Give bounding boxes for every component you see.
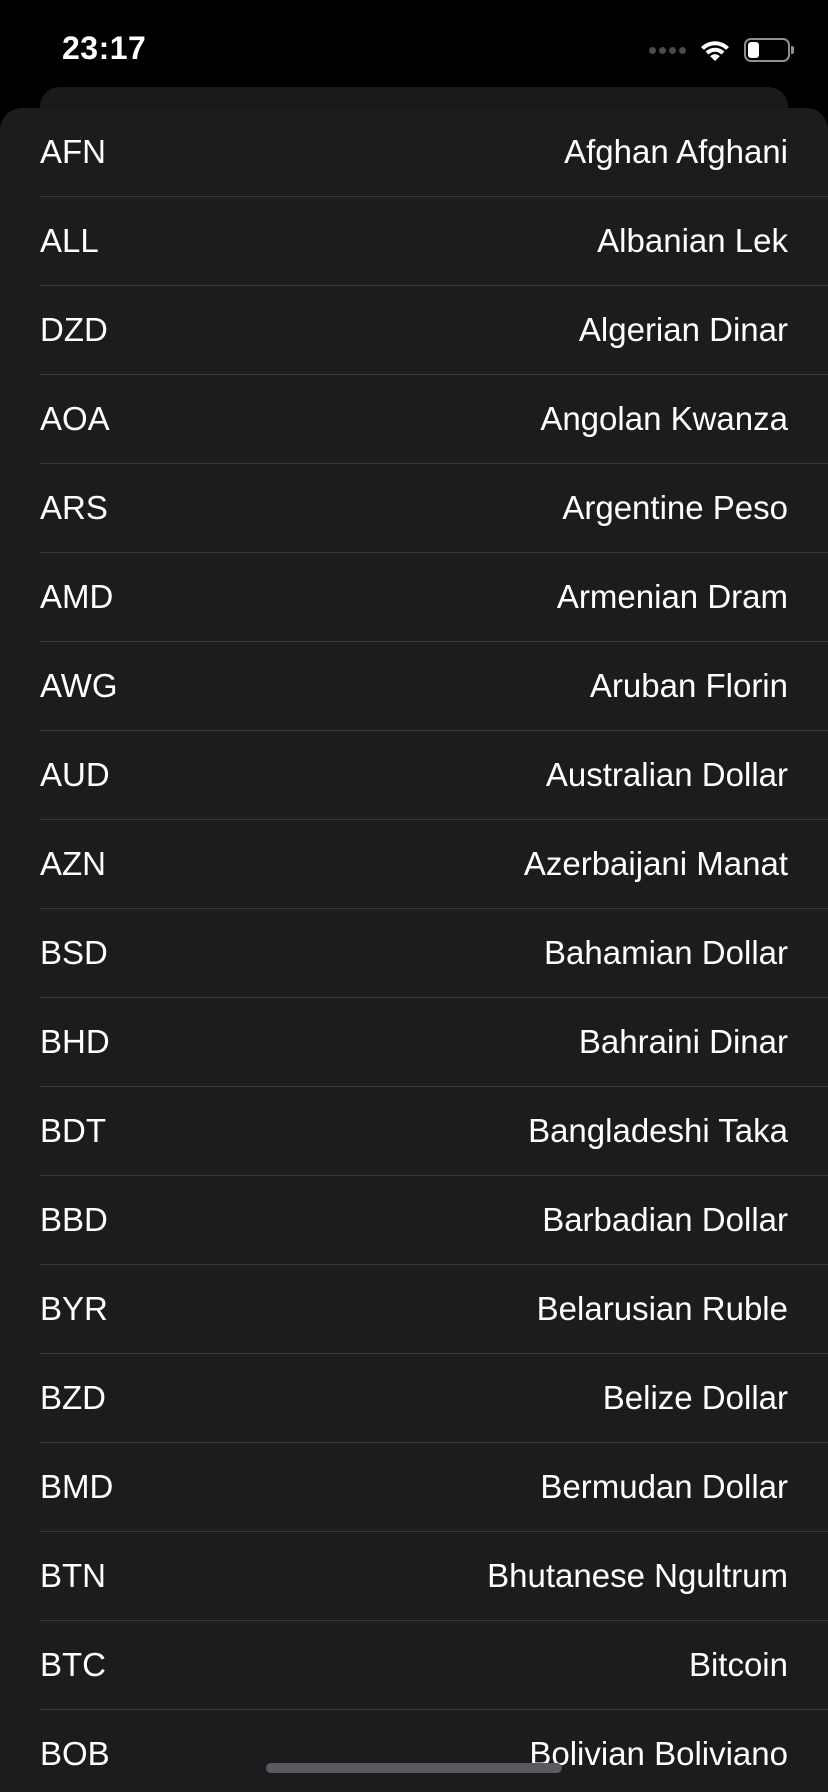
currency-row-awg[interactable]: AWG Aruban Florin bbox=[40, 642, 828, 731]
currency-code: AWG bbox=[40, 667, 118, 704]
currency-row-dzd[interactable]: DZD Algerian Dinar bbox=[40, 286, 828, 375]
currency-code: BHD bbox=[40, 1023, 110, 1060]
currency-name: Bangladeshi Taka bbox=[528, 1112, 788, 1149]
currency-row-bhd[interactable]: BHD Bahraini Dinar bbox=[40, 998, 828, 1087]
currency-row-azn[interactable]: AZN Azerbaijani Manat bbox=[40, 820, 828, 909]
currency-row-bmd[interactable]: BMD Bermudan Dollar bbox=[40, 1443, 828, 1532]
currency-row-bbd[interactable]: BBD Barbadian Dollar bbox=[40, 1176, 828, 1265]
currency-code: BBD bbox=[40, 1201, 108, 1238]
currency-name: Afghan Afghani bbox=[564, 133, 788, 170]
currency-name: Angolan Kwanza bbox=[540, 400, 788, 437]
currency-code: AUD bbox=[40, 756, 110, 793]
status-time: 23:17 bbox=[62, 30, 147, 66]
currency-name: Australian Dollar bbox=[545, 756, 788, 793]
currency-name: Bhutanese Ngultrum bbox=[487, 1557, 788, 1594]
currency-row-aud[interactable]: AUD Australian Dollar bbox=[40, 731, 828, 820]
status-bar: 23:17 bbox=[0, 0, 828, 100]
currency-name: Armenian Dram bbox=[556, 578, 788, 615]
currency-name: Albanian Lek bbox=[597, 222, 788, 259]
currency-name: Azerbaijani Manat bbox=[523, 845, 788, 882]
currency-code: BOB bbox=[40, 1735, 110, 1772]
currency-code: DZD bbox=[40, 311, 108, 348]
currency-name: Bahamian Dollar bbox=[544, 934, 788, 971]
currency-sheet: AFN Afghan Afghani ALL Albanian Lek DZD Alger… bbox=[0, 108, 828, 1792]
currency-code: BSD bbox=[40, 934, 108, 971]
status-icons bbox=[649, 34, 794, 66]
currency-code: BTC bbox=[40, 1646, 106, 1683]
currency-code: AOA bbox=[40, 400, 110, 437]
currency-name: Argentine Peso bbox=[562, 489, 788, 526]
currency-name: Belarusian Ruble bbox=[536, 1290, 788, 1327]
currency-name: Bitcoin bbox=[688, 1646, 788, 1683]
currency-name: Barbadian Dollar bbox=[542, 1201, 788, 1238]
currency-row-amd[interactable]: AMD Armenian Dram bbox=[40, 553, 828, 642]
currency-name: Bahraini Dinar bbox=[578, 1023, 788, 1060]
currency-row-bzd[interactable]: BZD Belize Dollar bbox=[40, 1354, 828, 1443]
currency-row-afn[interactable]: AFN Afghan Afghani bbox=[40, 108, 828, 197]
currency-name: Aruban Florin bbox=[589, 667, 788, 704]
currency-row-bob[interactable]: BOB Bolivian Boliviano bbox=[40, 1710, 828, 1792]
currency-row-all[interactable]: ALL Albanian Lek bbox=[40, 197, 828, 286]
cellular-signal-icon bbox=[649, 46, 686, 54]
currency-code: BMD bbox=[40, 1468, 114, 1505]
currency-code: BTN bbox=[40, 1557, 106, 1594]
currency-name: Bermudan Dollar bbox=[540, 1468, 788, 1505]
currency-row-aoa[interactable]: AOA Angolan Kwanza bbox=[40, 375, 828, 464]
currency-row-btn[interactable]: BTN Bhutanese Ngultrum bbox=[40, 1532, 828, 1621]
currency-code: AMD bbox=[40, 578, 114, 615]
currency-row-ars[interactable]: ARS Argentine Peso bbox=[40, 464, 828, 553]
currency-row-btc[interactable]: BTC Bitcoin bbox=[40, 1621, 828, 1710]
battery-level bbox=[748, 42, 759, 58]
currency-code: AZN bbox=[40, 845, 106, 882]
currency-code: ARS bbox=[40, 489, 108, 526]
currency-row-byr[interactable]: BYR Belarusian Ruble bbox=[40, 1265, 828, 1354]
currency-name: Belize Dollar bbox=[602, 1379, 788, 1416]
currency-code: AFN bbox=[40, 133, 106, 170]
battery-icon bbox=[744, 38, 794, 62]
home-indicator[interactable] bbox=[266, 1763, 562, 1773]
currency-code: BDT bbox=[40, 1112, 106, 1149]
currency-code: BZD bbox=[40, 1379, 106, 1416]
currency-list[interactable]: AFN Afghan Afghani ALL Albanian Lek DZD Alger… bbox=[0, 108, 828, 1792]
currency-code: ALL bbox=[40, 222, 99, 259]
currency-name: Bolivian Boliviano bbox=[529, 1735, 788, 1772]
currency-name: Algerian Dinar bbox=[578, 311, 788, 348]
currency-row-bsd[interactable]: BSD Bahamian Dollar bbox=[40, 909, 828, 998]
wifi-icon bbox=[701, 41, 729, 61]
currency-row-bdt[interactable]: BDT Bangladeshi Taka bbox=[40, 1087, 828, 1176]
currency-code: BYR bbox=[40, 1290, 108, 1327]
